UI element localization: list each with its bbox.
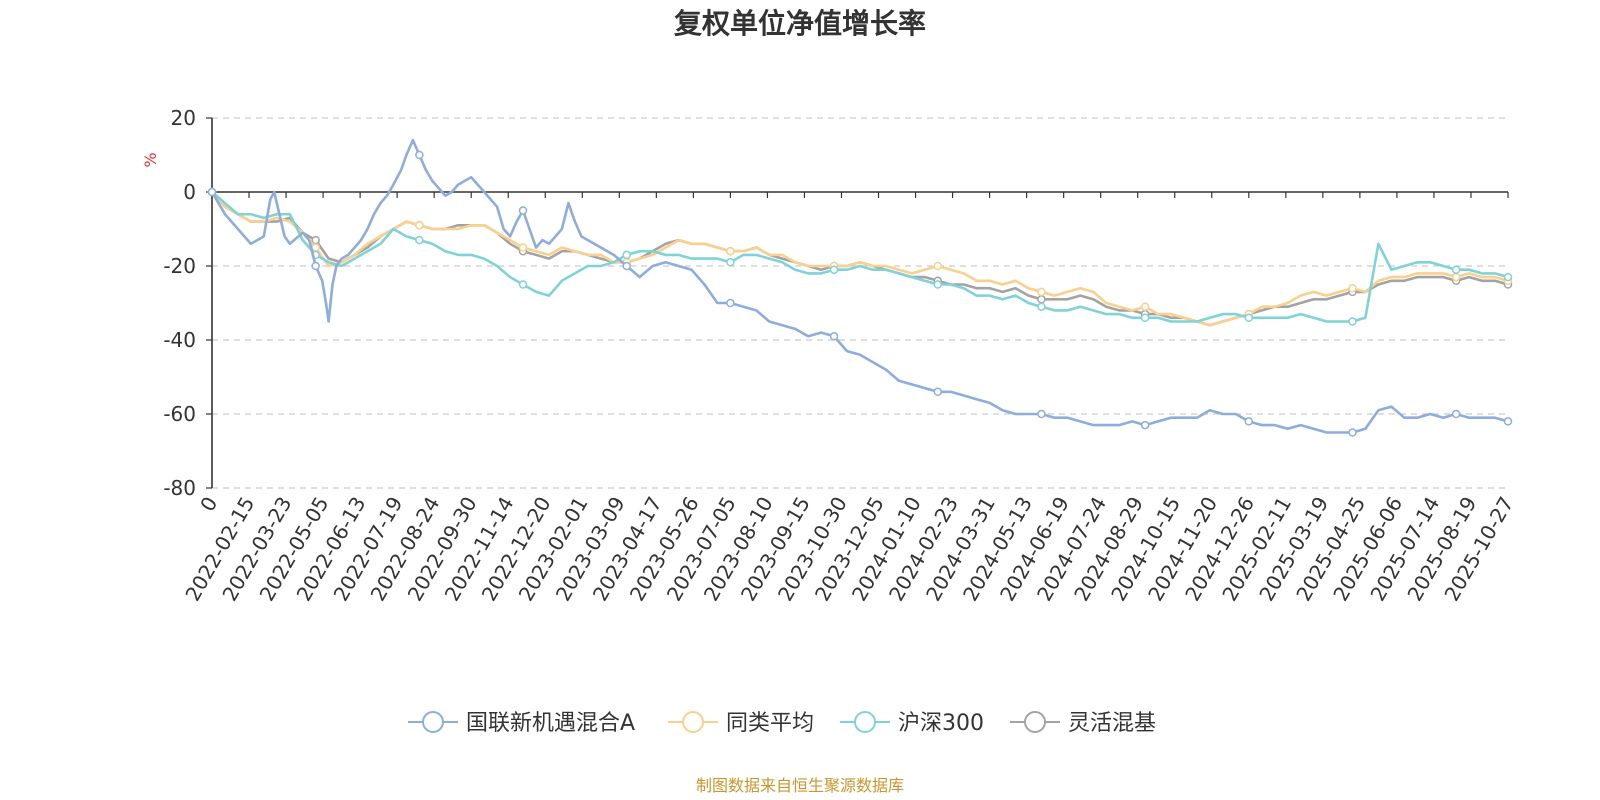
data-point [829, 265, 839, 274]
series-0 [207, 138, 1513, 437]
data-point [726, 258, 735, 267]
data-point [311, 261, 320, 271]
data-point [1503, 272, 1513, 282]
legend-item-2[interactable]: 沪深300 [840, 711, 984, 736]
legend-item-3[interactable]: 灵活混基 [1010, 711, 1156, 736]
data-point [933, 280, 943, 289]
data-point [1037, 295, 1046, 304]
legend-label: 沪深300 [898, 711, 984, 736]
data-point [1451, 265, 1461, 274]
data-point [1140, 302, 1150, 311]
legend-label: 灵活混基 [1068, 711, 1156, 736]
data-point [415, 221, 424, 230]
data-point [207, 187, 217, 197]
data-point [933, 387, 943, 397]
data-point [1348, 283, 1357, 293]
data-point [726, 246, 735, 256]
data-point [1140, 420, 1150, 430]
data-point [1348, 428, 1357, 437]
data-point [415, 235, 424, 245]
data-point [311, 243, 320, 252]
legend[interactable]: 国联新机遇混合A 同类平均 沪深300 灵活混基 [408, 711, 1156, 736]
data-point [622, 261, 631, 271]
x-tick-label: 0 [195, 493, 222, 516]
data-point [1037, 287, 1046, 297]
legend-marker-icon [422, 711, 444, 733]
y-tick-label: -60 [163, 402, 196, 426]
y-axis-ticks: 20 0 -20 -40 -60 -80 [163, 106, 212, 500]
data-point [1037, 302, 1046, 311]
legend-label: 国联新机遇混合A [466, 711, 635, 736]
data-source-note: 制图数据来自恒生聚源数据库 [696, 776, 904, 795]
data-point [1244, 313, 1254, 323]
legend-label: 同类平均 [726, 711, 814, 736]
legend-item-1[interactable]: 同类平均 [668, 711, 814, 736]
y-tick-label: 20 [171, 106, 196, 130]
series-line [211, 191, 1509, 323]
series-3 [207, 187, 1513, 327]
axes [211, 118, 1508, 488]
series-lines [207, 138, 1513, 437]
legend-marker-icon [1024, 711, 1046, 733]
legend-item-0[interactable]: 国联新机遇混合A [408, 711, 635, 736]
series-2 [207, 187, 1513, 326]
data-point [518, 206, 528, 215]
series-1 [207, 187, 1513, 327]
data-point [726, 298, 735, 308]
data-point [1140, 313, 1150, 323]
legend-marker-icon [854, 711, 876, 733]
data-point [1244, 417, 1254, 426]
data-point [1348, 317, 1357, 326]
legend-marker-icon [682, 711, 704, 733]
data-point [518, 280, 528, 289]
y-tick-label: -20 [163, 254, 196, 278]
data-point [1451, 409, 1461, 419]
series-line [210, 138, 1509, 434]
data-point [1037, 409, 1046, 419]
chart-title: 复权单位净值增长率 [674, 7, 926, 40]
x-axis-ticks: 02022-02-152022-03-232022-05-052022-06-1… [180, 192, 1518, 605]
data-point [933, 261, 943, 271]
y-axis-unit-label: % [141, 152, 160, 167]
y-tick-label: 0 [183, 180, 196, 204]
series-line [211, 191, 1509, 327]
data-point [311, 235, 320, 245]
data-point [622, 250, 631, 260]
y-tick-label: -40 [163, 328, 196, 352]
data-point [415, 150, 424, 160]
data-point [518, 243, 528, 252]
data-point [1503, 417, 1513, 426]
series-line [211, 191, 1509, 327]
data-point [829, 332, 839, 341]
grid-lines [212, 117, 1508, 489]
data-point [1451, 272, 1461, 282]
y-tick-label: -80 [163, 476, 196, 500]
